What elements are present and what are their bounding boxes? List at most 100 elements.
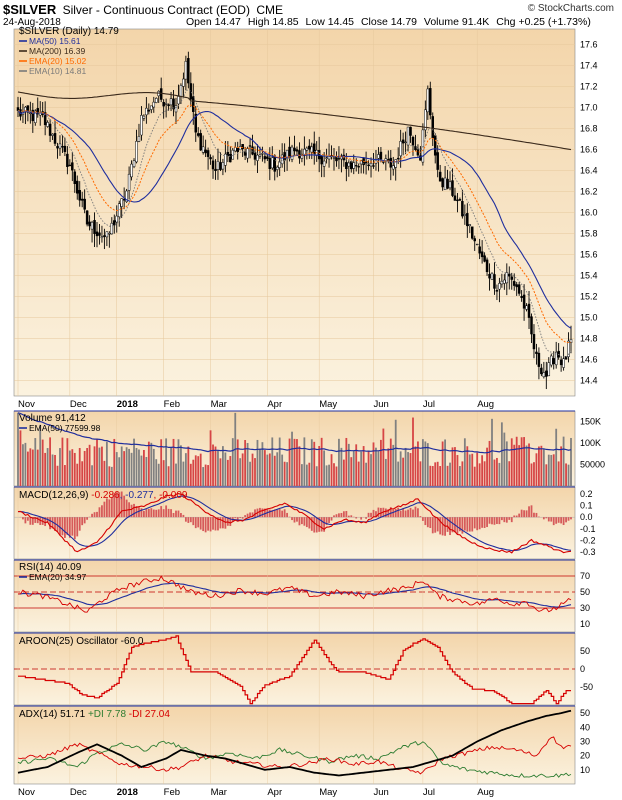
volume-bar [209,430,212,486]
macd-histogram-bar [271,510,274,518]
volume-bar [51,454,54,486]
price-candle-body [387,159,390,161]
rsi-line [17,575,572,613]
price-candle-body [414,146,417,151]
x-tick-label-upper: Mar [211,399,227,410]
macd-histogram-bar [197,517,200,528]
price-candle-body [347,162,351,167]
macd-y-tick-label: 0.2 [580,489,593,499]
macd-histogram-bar [251,512,254,518]
price-candle-body [458,199,462,201]
price-candle-body [71,162,74,171]
volume-bar [567,464,570,486]
volume-bar [449,462,451,486]
price-candle-body [199,133,202,151]
volume-bar [194,455,197,486]
low-label: Low [305,16,325,28]
price-candle-body [145,107,148,116]
macd-histogram-bar [224,517,227,529]
volume-bar [41,439,44,486]
volume-bar [105,441,108,486]
volume-bar [81,461,84,486]
rsi-panel-background [13,559,576,633]
price-candle-body [184,60,188,80]
price-candle-body [100,236,104,239]
volume-bar [199,453,202,486]
macd-histogram-bar [31,517,34,525]
volume-bar [143,449,145,486]
macd-histogram-bar [101,505,103,518]
macd-histogram-bar [389,507,392,518]
price-y-tick-label: 14.4 [580,375,598,385]
price-candle-body [68,164,72,167]
volume-bar [552,454,555,486]
volume-ema-legend: EMA(50) 77599.98 [29,423,101,433]
macd-histogram-bar [165,505,168,518]
volume-bar [310,439,313,486]
volume-value: 91.4K [461,16,490,28]
price-candle-body [475,243,479,246]
price-candle-body [451,180,454,196]
volume-bar [451,447,454,486]
volume-bar [138,449,140,486]
volume-bar [239,458,242,486]
price-candle-body [182,78,185,87]
volume-bar [184,453,187,486]
volume-bar [214,446,217,486]
price-candle-body [535,351,538,354]
price-candle-body [303,148,306,156]
price-candle-body [278,161,281,168]
price-y-tick-label: 15.6 [580,249,598,259]
price-candle-body [522,294,526,309]
price-candle-body [530,316,533,335]
macd-histogram-bar [301,517,303,525]
volume-bar [429,465,432,486]
volume-bar [394,419,397,486]
volume-bar [61,437,64,486]
volume-bar [365,462,367,486]
price-candle-body [253,152,257,160]
macd-histogram-bar [229,517,232,527]
volume-y-tick-label: 100K [580,438,601,448]
price-candle-body [108,233,111,235]
price-y-tick-label: 16.6 [580,145,598,155]
volume-bar [152,448,155,486]
legend-entry: EMA(10) 14.81 [29,66,86,76]
volume-bar [101,446,103,486]
macd-histogram-bar [214,517,217,531]
price-candle-body [320,156,323,165]
macd-histogram-bar [429,517,432,529]
macd-histogram-bar [441,517,444,536]
macd-y-tick-label: -0.3 [580,547,596,557]
macd-histogram-bar [397,507,400,518]
volume-bar [466,446,469,486]
price-candle-body [53,133,57,144]
volume-bar [303,437,306,486]
price-candle-body [369,162,373,167]
aroon-oscillator-line [18,635,571,705]
volume-bar [542,448,545,486]
volume-bar [362,446,365,486]
macd-histogram-bar [108,499,111,518]
volume-bar [350,457,353,486]
price-candle-body [135,141,138,163]
volume-bar [180,445,182,486]
macd-histogram-bar [365,517,367,519]
x-tick-label-lower: May [319,787,337,798]
macd-histogram-bar [135,506,138,518]
macd-histogram-bar [118,492,121,518]
volume-bar [187,446,190,486]
price-candle-body [305,147,309,151]
macd-histogram-bar [468,517,471,532]
volume-bar [130,452,133,486]
macd-histogram-bar [170,509,172,518]
macd-histogram-bar [187,517,190,523]
price-candle-body [525,305,528,310]
volume-bar [315,466,318,486]
price-candle-body [241,144,244,150]
price-candle-body [147,109,151,112]
volume-bar [372,442,375,486]
price-candle-body [162,101,165,107]
volume-bar [565,463,567,486]
volume-bar [375,447,377,486]
